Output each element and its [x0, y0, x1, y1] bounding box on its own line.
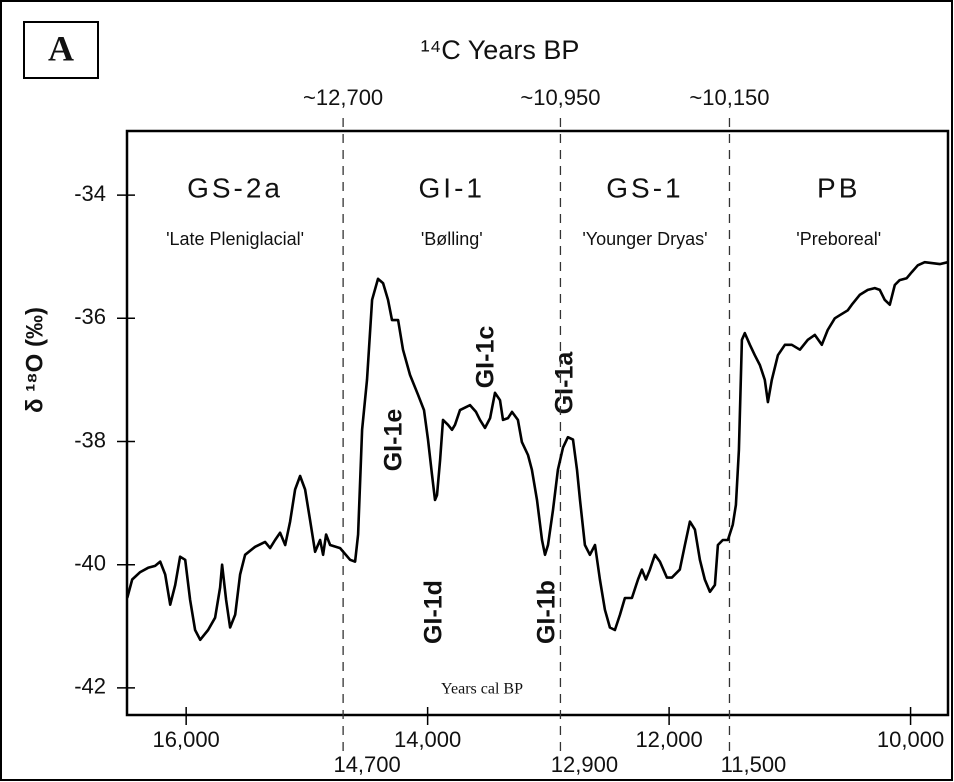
x-tick-label: 12,000 — [635, 727, 702, 752]
plot-frame — [125, 129, 950, 717]
c14-label: ~10,150 — [689, 85, 769, 110]
zone-subtitle: 'Younger Dryas' — [582, 229, 707, 249]
annotation: GI-1a — [551, 351, 579, 415]
boundary-label: 14,700 — [333, 752, 400, 777]
zone-name: GS-2a — [187, 172, 283, 203]
y-tick-label: -38 — [74, 427, 106, 452]
y-tick-label: -34 — [74, 181, 106, 206]
zone-subtitle: 'Late Pleniglacial' — [166, 229, 304, 249]
chart-title: ¹⁴C Years BP — [421, 35, 580, 65]
zone-name: PB — [817, 172, 860, 203]
boundary-label: 12,900 — [551, 752, 618, 777]
x-tick-label: 16,000 — [153, 727, 220, 752]
x-tick-label: 10,000 — [877, 727, 944, 752]
zone-name: GI-1 — [419, 172, 485, 203]
panel-label: A — [48, 28, 74, 68]
zone-subtitle: 'Preboreal' — [796, 229, 881, 249]
zone-subtitle: 'Bølling' — [421, 229, 483, 249]
annotation: GI-1c — [472, 326, 500, 389]
c14-label: ~12,700 — [303, 85, 383, 110]
data-line — [125, 260, 949, 642]
annotation: GI-1d — [420, 580, 448, 644]
y-tick-label: -36 — [74, 304, 106, 329]
panel-box — [23, 21, 99, 79]
y-axis-label: δ ¹⁸O (‰) — [21, 307, 48, 413]
y-tick-label: -42 — [74, 674, 106, 699]
annotation: GI-1e — [380, 409, 408, 472]
boundary-label: 11,500 — [721, 752, 787, 777]
y-tick-label: -40 — [74, 551, 106, 576]
c14-label: ~10,950 — [520, 85, 600, 110]
x-tick-label: 14,000 — [394, 727, 461, 752]
zone-name: GS-1 — [606, 172, 683, 203]
annotation: GI-1b — [533, 580, 561, 644]
x-axis-label: Years cal BP — [441, 681, 523, 698]
